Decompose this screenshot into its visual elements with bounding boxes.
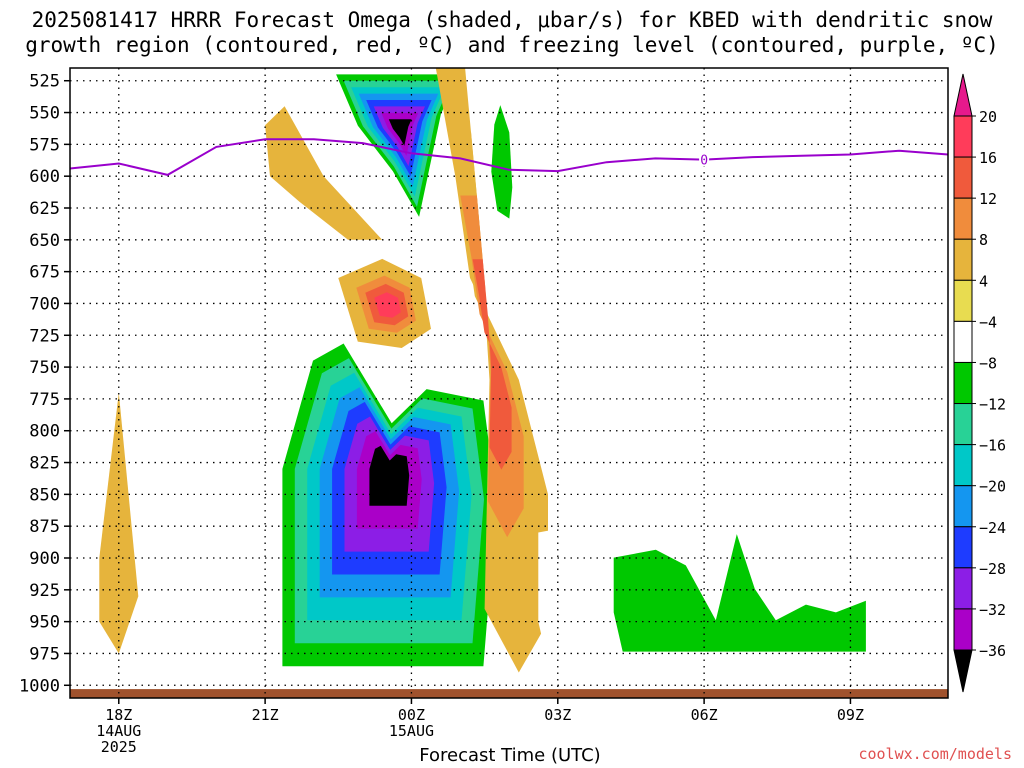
colorbar-label-3: 8 [979, 231, 988, 249]
omega-shade-upper-updraft-2330z [388, 119, 412, 146]
colorbar-label-11: −28 [979, 560, 1006, 578]
y-tick-label-550: 550 [29, 104, 60, 124]
colorbar-label-0: 20 [979, 108, 997, 126]
freezing-level-label-bg [699, 151, 710, 167]
y-tick-label-850: 850 [29, 485, 60, 505]
colorbar-swatch-11 [953, 567, 973, 610]
x-tick-label-18Z-sub2: 2025 [101, 738, 137, 756]
x-tick-label-09Z: 09Z [837, 706, 864, 724]
y-tick-label-650: 650 [29, 231, 60, 251]
y-tick-label-950: 950 [29, 613, 60, 633]
x-tick-label-21Z: 21Z [252, 706, 279, 724]
y-tick-label-700: 700 [29, 294, 60, 314]
chart-title-line-2: growth region (contoured, red, ºC) and f… [25, 33, 999, 57]
x-tick-label-06Z: 06Z [691, 706, 718, 724]
y-tick-label-925: 925 [29, 581, 60, 601]
colorbar-swatch-10 [953, 526, 973, 569]
colorbar-label-12: −32 [979, 601, 1006, 619]
colorbar-swatch-6 [953, 361, 973, 405]
colorbar-label-2: 12 [979, 190, 997, 208]
omega-shade-updraft-core-2230z [369, 445, 410, 506]
plot-frame [69, 67, 949, 699]
y-tick-label-800: 800 [29, 422, 60, 442]
colorbar-top-arrow [953, 73, 973, 117]
colorbar-swatch-3 [953, 238, 973, 281]
omega-shade-descent-2130z [282, 134, 355, 218]
colorbar-bottom-arrow [953, 649, 973, 693]
colorbar-swatch-4 [953, 279, 973, 322]
omega-shade-updraft-0300-1100z [613, 534, 866, 652]
chart-title-line-1: 2025081417 HRRR Forecast Omega (shaded, … [31, 8, 993, 32]
colorbar-swatch-8 [953, 444, 973, 487]
colorbar-swatch-0 [953, 115, 973, 158]
y-tick-label-775: 775 [29, 390, 60, 410]
colorbar-label-10: −24 [979, 519, 1006, 537]
colorbar-label-13: −36 [979, 642, 1006, 660]
omega-shade-descent-band-0130z [472, 259, 512, 470]
colorbar-swatch-1 [953, 156, 973, 199]
omega-shade-descent-1800z [105, 458, 130, 620]
freezing-level-line [69, 138, 949, 176]
colorbar-label-6: −8 [979, 354, 997, 372]
y-tick-label-600: 600 [29, 167, 60, 187]
colorbar-label-4: 4 [979, 272, 988, 290]
colorbar-swatch-9 [953, 485, 973, 528]
y-tick-label-575: 575 [29, 135, 60, 155]
freezing-level-label: 0 [700, 154, 708, 169]
y-tick-label-1000: 1000 [19, 676, 60, 696]
y-tick-label-675: 675 [29, 263, 60, 283]
colorbar-swatch-2 [953, 197, 973, 240]
x-tick-label-00Z: 00Z [398, 706, 425, 724]
colorbar-swatch-5 [953, 320, 973, 363]
colorbar-swatch-7 [953, 403, 973, 446]
y-tick-label-625: 625 [29, 199, 60, 219]
omega-shade-updraft-0130z-upper [491, 105, 513, 219]
ground-band [70, 689, 948, 698]
y-tick-label-525: 525 [29, 72, 60, 92]
y-tick-label-900: 900 [29, 549, 60, 569]
omega-shade-descent-0000z [374, 292, 401, 318]
y-tick-label-875: 875 [29, 517, 60, 537]
x-tick-label-00Z-sub1: 15AUG [389, 722, 434, 740]
x-tick-label-03Z: 03Z [544, 706, 571, 724]
x-axis-title: Forecast Time (UTC) [419, 745, 601, 766]
site-credit: coolwx.com/models [858, 745, 1012, 763]
x-tick-label-18Z-sub1: 14AUG [96, 722, 141, 740]
colorbar-label-5: −4 [979, 313, 997, 331]
colorbar-label-8: −16 [979, 437, 1006, 455]
y-tick-label-750: 750 [29, 358, 60, 378]
colorbar-swatch-12 [953, 608, 973, 651]
y-tick-label-975: 975 [29, 644, 60, 664]
y-tick-label-725: 725 [29, 326, 60, 346]
colorbar-label-9: −20 [979, 478, 1006, 496]
y-tick-label-825: 825 [29, 454, 60, 474]
colorbar-label-7: −12 [979, 396, 1006, 414]
x-tick-label-18Z: 18Z [105, 706, 132, 724]
colorbar-label-1: 16 [979, 149, 997, 167]
